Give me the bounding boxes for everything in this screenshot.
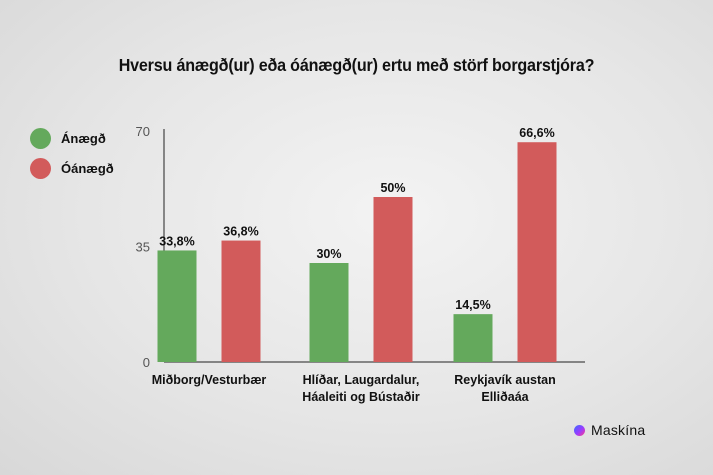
x-tick-label: Háaleiti og Bústaðir <box>302 390 420 404</box>
bar-anaegd <box>157 250 197 362</box>
bar-oanaegd <box>517 142 557 362</box>
legend: Ánægð Óánægð <box>30 126 114 186</box>
y-tick-label: 70 <box>136 124 150 139</box>
bar-anaegd <box>453 314 493 362</box>
bar-oanaegd <box>221 240 261 362</box>
y-tick-label: 0 <box>143 355 150 370</box>
legend-item-anaegd: Ánægð <box>30 126 114 150</box>
y-tick-label: 35 <box>136 240 150 255</box>
data-label: 14,5% <box>455 298 490 312</box>
brand-logo: Maskína <box>574 422 645 438</box>
bar-oanaegd <box>373 197 413 362</box>
x-tick-label: Miðborg/Vesturbær <box>152 373 267 387</box>
data-label: 30% <box>316 247 341 261</box>
x-tick-label: Hlíðar, Laugardalur, <box>303 373 420 387</box>
legend-label-oanaegd: Óánægð <box>61 160 114 176</box>
x-tick-label: Reykjavík austan <box>454 373 555 387</box>
legend-swatch-anaegd <box>30 127 51 149</box>
legend-label-anaegd: Ánægð <box>61 130 106 146</box>
chart-title: Hversu ánægð(ur) eða óánægð(ur) ertu með… <box>118 55 595 75</box>
legend-item-oanaegd: Óánægð <box>30 156 114 180</box>
data-label: 66,6% <box>519 126 554 140</box>
maskina-logo-icon <box>574 424 585 436</box>
legend-swatch-oanaegd <box>30 157 51 179</box>
bar-anaegd <box>309 263 349 362</box>
data-label: 50% <box>380 181 405 195</box>
x-tick-label: Elliðaáa <box>481 390 529 404</box>
brand-name: Maskína <box>591 422 646 438</box>
data-label: 36,8% <box>223 225 258 239</box>
data-label: 33,8% <box>159 234 194 248</box>
